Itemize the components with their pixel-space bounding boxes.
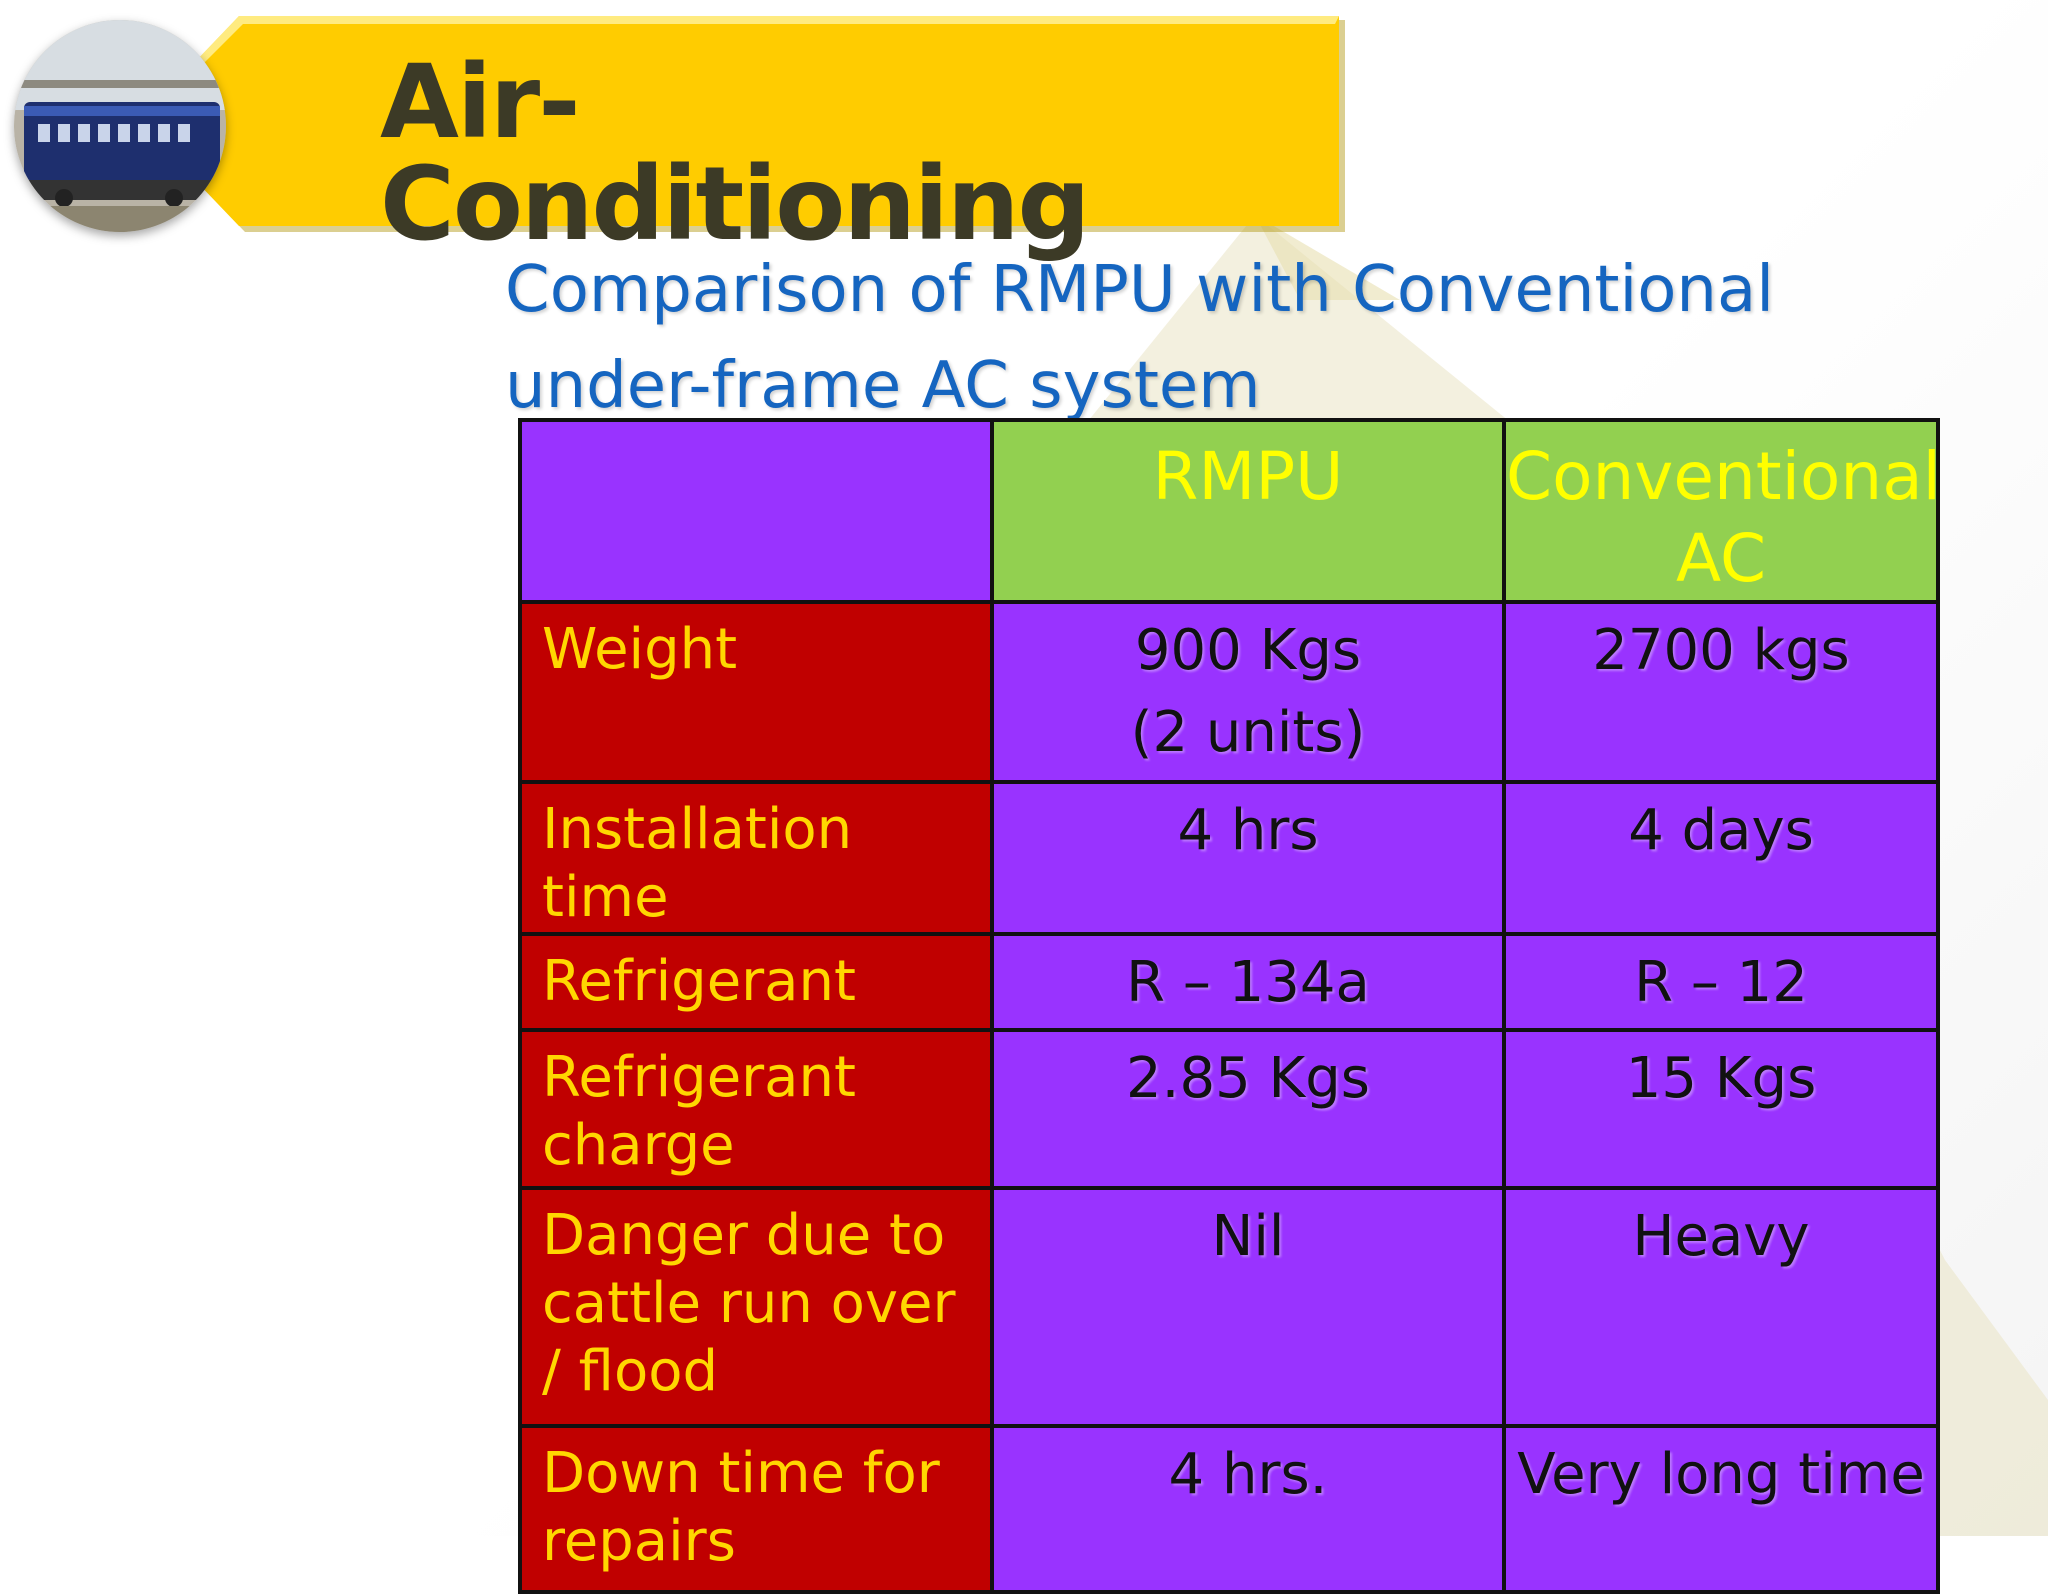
conventional-value: R – 12 <box>1502 932 1940 1032</box>
table-row: Weight 900 Kgs (2 units) 2700 kgs <box>518 600 1940 784</box>
conventional-value: Heavy <box>1502 1186 1940 1428</box>
slide-subtitle: Comparison of RMPU with Conventional und… <box>505 242 1905 434</box>
table-row: Down time for repairs 4 hrs. Very long t… <box>518 1424 1940 1594</box>
row-label: Danger due to cattle run over / flood <box>518 1186 994 1428</box>
rmpu-value: Nil <box>990 1186 1506 1428</box>
subtitle-line-1: Comparison of RMPU with Conventional <box>505 253 1774 327</box>
rmpu-value: 2.85 Kgs <box>990 1028 1506 1190</box>
row-label: Installation time <box>518 780 994 936</box>
table-row: Danger due to cattle run over / flood Ni… <box>518 1186 1940 1428</box>
slide-title: Air-Conditioning <box>380 43 1091 264</box>
row-label: Refrigerant <box>518 932 994 1032</box>
rmpu-value: R – 134a <box>990 932 1506 1032</box>
header-conventional-ac: Conventional AC <box>1502 418 1941 604</box>
header-empty-cell <box>518 418 994 604</box>
header-rmpu: RMPU <box>990 418 1506 604</box>
comparison-table: RMPU Conventional AC Weight 900 Kgs (2 u… <box>518 418 1941 1594</box>
row-label: Down time for repairs <box>518 1424 994 1594</box>
table-row: Refrigerant R – 134a R – 12 <box>518 932 1940 1032</box>
row-label: Weight <box>518 600 994 784</box>
title-banner <box>195 16 1345 232</box>
subtitle-line-2: under-frame AC system <box>505 349 1261 423</box>
table-header-row: RMPU Conventional AC <box>518 418 1941 604</box>
conventional-value: 2700 kgs <box>1502 600 1940 784</box>
rmpu-value: 4 hrs. <box>990 1424 1506 1594</box>
row-label: Refrigerant charge <box>518 1028 994 1190</box>
conventional-value: 4 days <box>1502 780 1940 936</box>
train-coach-photo-icon <box>14 20 226 232</box>
table-row: Refrigerant charge 2.85 Kgs 15 Kgs <box>518 1028 1940 1190</box>
conventional-value: 15 Kgs <box>1502 1028 1940 1190</box>
table-row: Installation time 4 hrs 4 days <box>518 780 1940 936</box>
conventional-value: Very long time <box>1502 1424 1940 1594</box>
rmpu-value: 4 hrs <box>990 780 1506 936</box>
rmpu-value: 900 Kgs (2 units) <box>990 600 1506 784</box>
